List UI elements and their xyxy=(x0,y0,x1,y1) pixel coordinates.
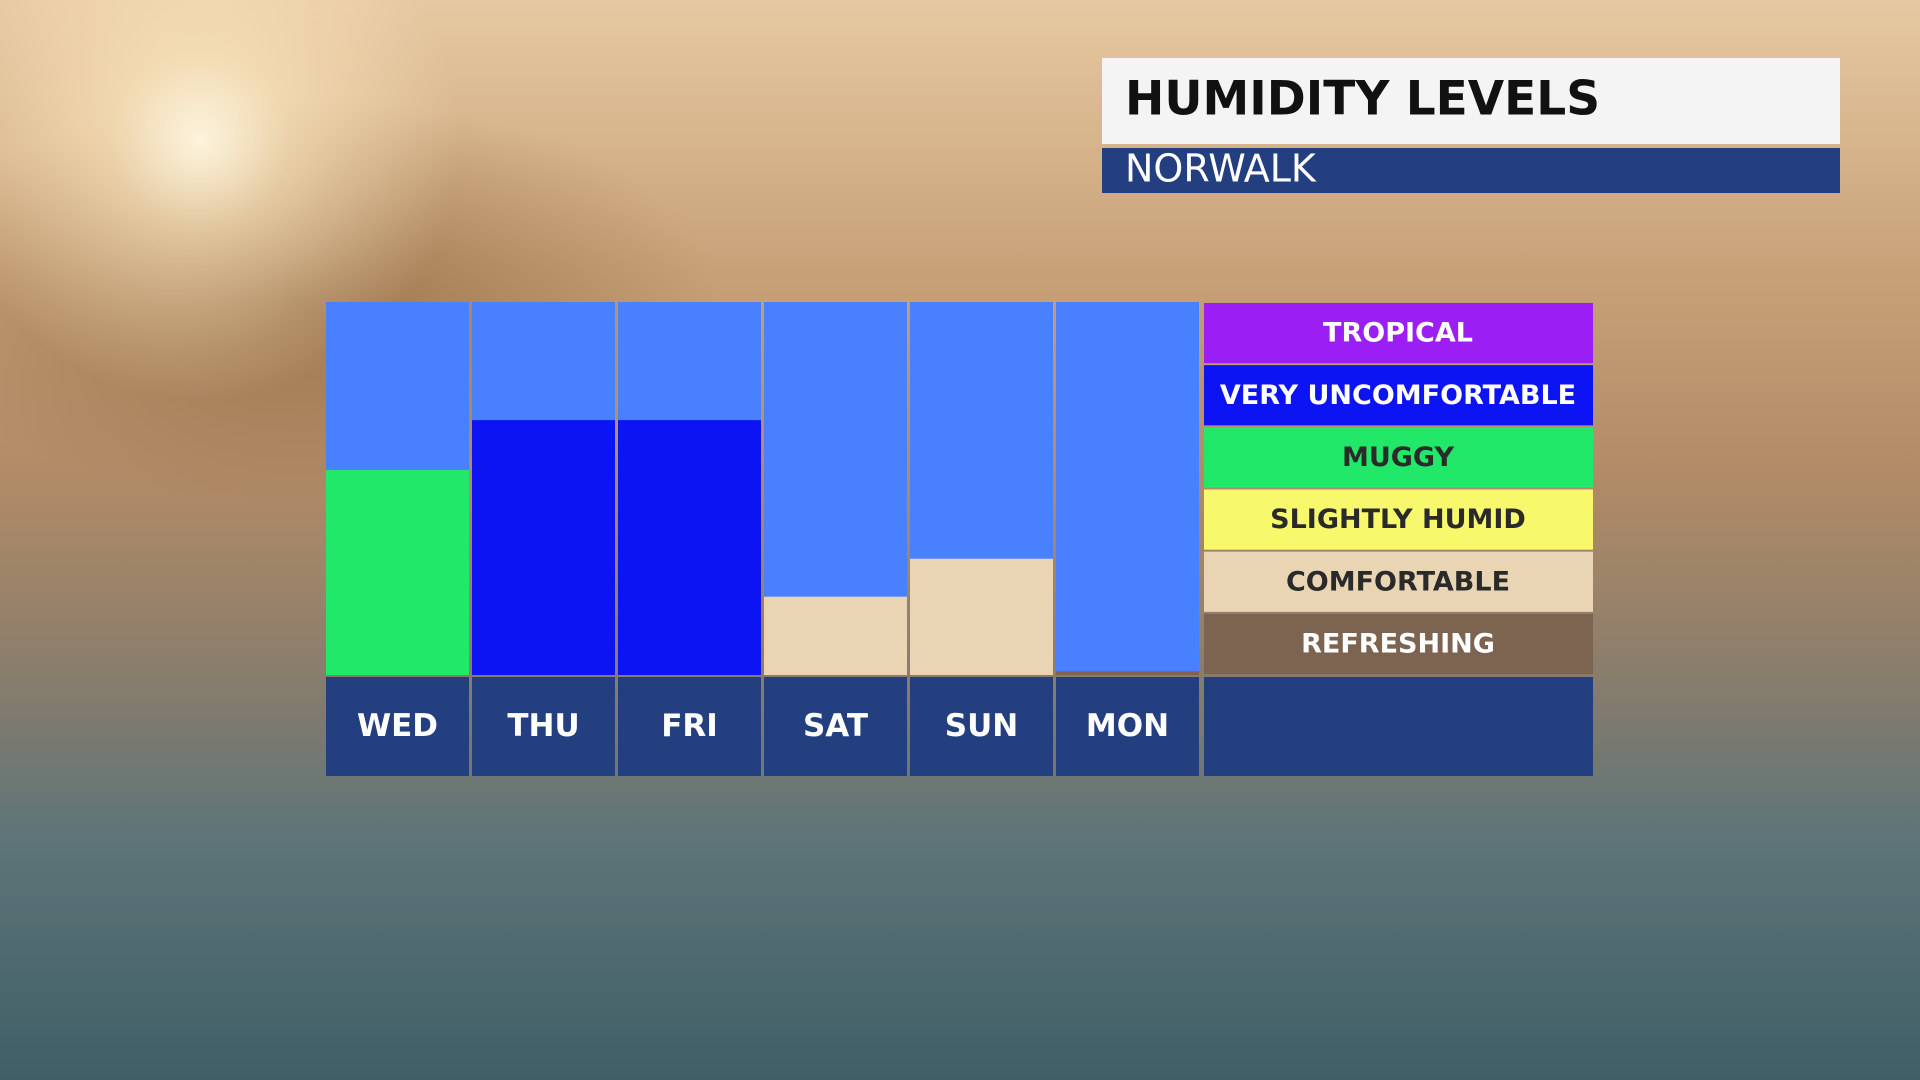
plot-background xyxy=(1056,302,1199,675)
legend-swatch xyxy=(1204,365,1593,426)
legend-swatch xyxy=(1204,427,1593,488)
bar xyxy=(326,469,469,675)
title-box xyxy=(1102,58,1840,144)
legend-swatch xyxy=(1204,551,1593,612)
chart-subtitle: NORWALK xyxy=(1125,147,1317,191)
legend-label: MUGGY xyxy=(1342,442,1455,473)
legend-label: REFRESHING xyxy=(1301,628,1495,659)
x-tick-label: MON xyxy=(1086,708,1169,744)
legend-label: COMFORTABLE xyxy=(1286,566,1510,597)
legend-footer xyxy=(1204,677,1593,776)
bar xyxy=(910,558,1053,675)
legend-swatch xyxy=(1204,303,1593,364)
legend-label: TROPICAL xyxy=(1323,318,1473,349)
day-cell xyxy=(618,677,761,776)
legend-label: SLIGHTLY HUMID xyxy=(1270,504,1526,535)
day-cell xyxy=(326,677,469,776)
bar xyxy=(764,596,907,675)
day-cell xyxy=(910,677,1053,776)
legend-label: VERY UNCOMFORTABLE xyxy=(1220,380,1576,411)
bar xyxy=(1056,671,1199,675)
x-tick-label: FRI xyxy=(661,708,718,744)
chart-title: HUMIDITY LEVELS xyxy=(1125,72,1600,127)
x-tick-label: SUN xyxy=(945,708,1018,744)
bar xyxy=(472,420,615,675)
legend-swatch xyxy=(1204,489,1593,550)
legend-swatch xyxy=(1204,613,1593,674)
day-cell xyxy=(1056,677,1199,776)
x-tick-label: SAT xyxy=(803,708,868,744)
bar xyxy=(618,420,761,675)
day-cell xyxy=(472,677,615,776)
day-cell xyxy=(764,677,907,776)
subtitle-box xyxy=(1102,148,1840,193)
x-tick-label: THU xyxy=(507,708,579,744)
x-tick-label: WED xyxy=(357,708,438,744)
